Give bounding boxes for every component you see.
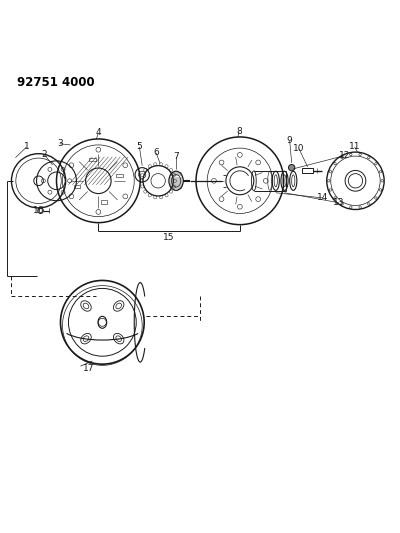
Text: 15: 15 <box>163 233 175 243</box>
Text: 5: 5 <box>136 142 142 151</box>
Text: 9: 9 <box>287 136 292 146</box>
Text: 92751 4000: 92751 4000 <box>17 76 94 89</box>
Text: 2: 2 <box>42 150 47 159</box>
Text: 14: 14 <box>317 193 328 203</box>
Text: 16: 16 <box>33 206 44 215</box>
Text: 13: 13 <box>333 198 344 207</box>
Text: 10: 10 <box>293 144 305 153</box>
Text: 8: 8 <box>236 127 242 136</box>
Text: 4: 4 <box>96 128 101 138</box>
Text: 3: 3 <box>57 139 62 148</box>
Text: 11: 11 <box>349 142 360 151</box>
Text: 12: 12 <box>339 151 350 160</box>
Text: 1: 1 <box>24 142 30 151</box>
Bar <box>302 168 313 173</box>
Circle shape <box>288 165 295 171</box>
Text: 6: 6 <box>153 148 159 157</box>
Text: 17: 17 <box>83 364 94 373</box>
Text: 7: 7 <box>173 152 179 161</box>
